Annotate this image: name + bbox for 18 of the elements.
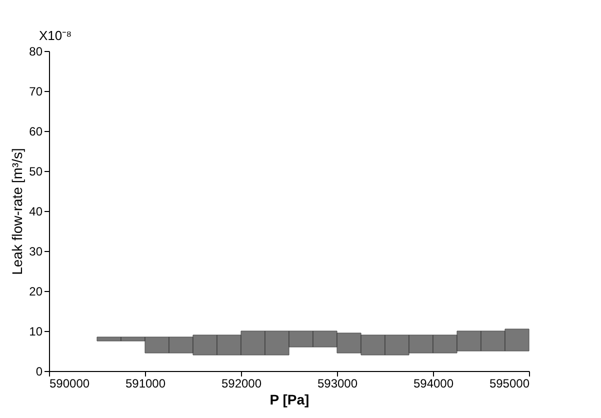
x-tick-label: 593000	[317, 376, 358, 390]
x-tick-label: 594000	[413, 376, 454, 390]
y-tick-label: 50	[29, 164, 43, 178]
y-tick-label: 70	[29, 84, 43, 98]
x-axis-title: P [Pa]	[270, 392, 310, 408]
y-tick-label: 60	[29, 124, 43, 138]
x-tick-label: 592000	[221, 376, 262, 390]
y-tick-label: 80	[29, 44, 43, 58]
x-tick-label: 590000	[50, 376, 90, 390]
y-tick-label: 0	[36, 364, 43, 378]
y-tick-label: 30	[29, 244, 43, 258]
y-tick-label: 20	[29, 284, 43, 298]
y-tick-label: 40	[29, 204, 43, 218]
y-axis-title: Leak flow-rate [m³/s]	[9, 148, 26, 275]
x-tick-label: 595000	[489, 376, 530, 390]
x-tick-label: 591000	[125, 376, 166, 390]
y-tick-label: 10	[29, 324, 43, 338]
text: X10⁻⁸	[39, 28, 72, 43]
